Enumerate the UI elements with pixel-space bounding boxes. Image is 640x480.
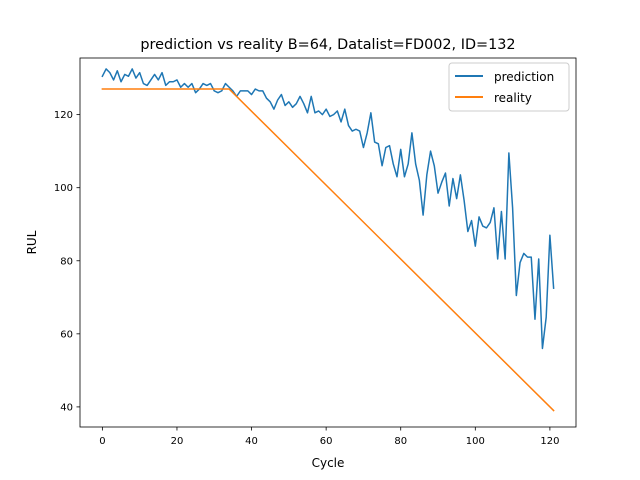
series-line-reality	[101, 88, 555, 412]
y-tick-label: 100	[54, 183, 73, 194]
y-tick-label: 40	[60, 402, 73, 413]
axis-ticks: 0 20 40 60 80 100 120 40 60 80 100 120	[54, 110, 560, 447]
y-tick-label: 80	[60, 256, 73, 267]
x-tick-label: 0	[99, 436, 105, 447]
plot-frame	[79, 57, 577, 428]
y-tick-label: 60	[60, 329, 73, 340]
x-tick-label: 80	[394, 436, 407, 447]
x-tick-label: 20	[171, 436, 184, 447]
legend-label-prediction: prediction	[494, 70, 554, 84]
series-line-prediction	[101, 68, 555, 350]
legend: prediction reality	[448, 62, 570, 112]
x-tick-label: 120	[540, 436, 559, 447]
x-tick-label: 60	[320, 436, 333, 447]
x-tick-label: 100	[466, 436, 485, 447]
y-tick-label: 120	[54, 110, 73, 121]
series-layer	[101, 68, 555, 412]
chart-title: prediction vs reality B=64, Datalist=FD0…	[140, 37, 515, 53]
y-axis-label: RUL	[25, 230, 39, 254]
x-axis-label: Cycle	[312, 456, 345, 470]
legend-label-reality: reality	[494, 91, 532, 105]
x-tick-label: 40	[245, 436, 258, 447]
